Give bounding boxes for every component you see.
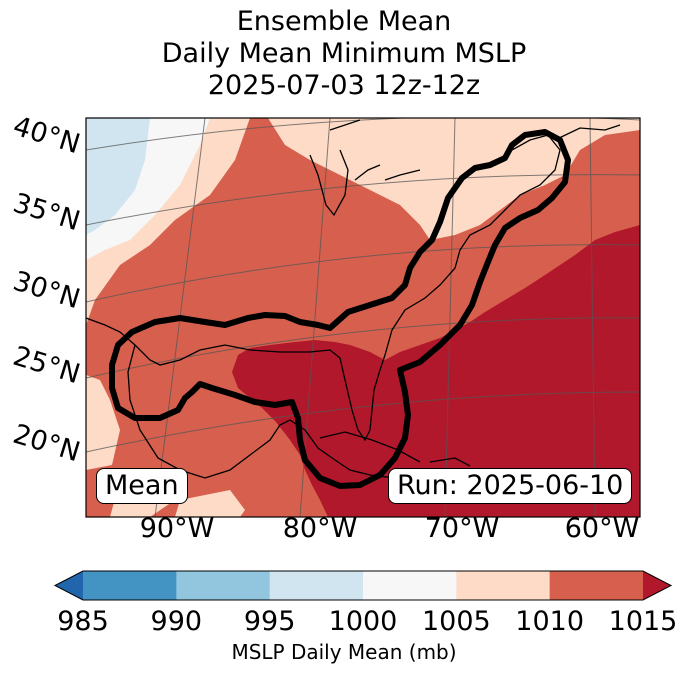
colorbar-segment <box>176 571 271 600</box>
field-above-1015 <box>232 225 640 517</box>
colorbar-segment <box>83 571 177 600</box>
colorbar-segment <box>363 571 457 600</box>
parallel-40n <box>86 118 640 151</box>
colorbar <box>53 570 673 601</box>
coastline-mexico <box>127 344 291 479</box>
colorbar-tick-label: 1005 <box>421 606 491 637</box>
parallel-20n <box>86 391 640 453</box>
field-1005-patch-2 <box>175 490 245 517</box>
colorbar-tick-label: 985 <box>57 606 109 637</box>
lon-label-70w: 70°W <box>424 513 500 544</box>
lon-label-60w: 60°W <box>564 513 640 544</box>
parallel-30n <box>86 244 640 303</box>
colorbar-tick-label: 1010 <box>515 606 585 637</box>
meridian-70w <box>444 118 456 517</box>
title-line-3: 2025-07-03 12z-12z <box>207 70 481 101</box>
colorbar-tick-label: 1015 <box>608 606 678 637</box>
map-frame <box>85 117 641 518</box>
title-line-1: Ensemble Mean <box>236 6 452 37</box>
field-1005-1010-northeast <box>268 118 640 240</box>
parallel-35n <box>86 174 640 226</box>
graticule <box>86 118 640 517</box>
colorbar-segment <box>549 571 644 600</box>
meridian-60w <box>589 118 596 517</box>
parallel-25n <box>86 317 640 379</box>
colorbar-outline <box>53 570 673 601</box>
colorbar-segment <box>456 571 551 600</box>
coastline-nova-scotia <box>554 124 621 141</box>
run-label-box: Run: 2025-06-10 <box>388 468 633 504</box>
coastline-gulf <box>86 317 386 442</box>
mean-label-box: Mean <box>96 468 188 504</box>
colorbar-label: MSLP Daily Mean (mb) <box>231 640 457 664</box>
mean-contour <box>109 129 571 489</box>
colorbar-extend-low <box>55 571 83 600</box>
coastline-cuba <box>319 431 421 463</box>
coastline-yucatan <box>289 419 396 479</box>
coastline-great-lakes <box>309 119 421 217</box>
colorbar-segment <box>269 571 364 600</box>
colorbar-extend-high <box>643 571 671 600</box>
map-area <box>86 118 640 517</box>
colorbar-tick-label: 1000 <box>328 606 398 637</box>
lon-label-90w: 90°W <box>139 513 215 544</box>
colorbar-tick-label: 990 <box>150 606 203 637</box>
title-line-2: Daily Mean Minimum MSLP <box>161 38 527 69</box>
coastlines <box>86 119 621 479</box>
colorbar-tick-label: 995 <box>243 606 296 637</box>
coastline-hispaniola <box>429 457 471 467</box>
lon-label-80w: 80°W <box>282 513 358 544</box>
coastline-atlantic <box>384 134 561 356</box>
